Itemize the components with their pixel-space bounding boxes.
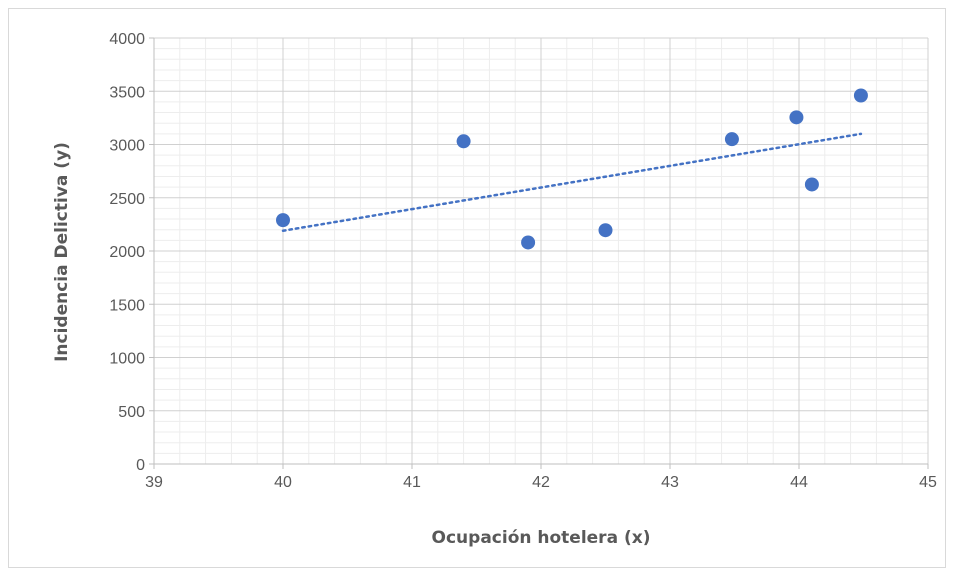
x-tick-label: 43 bbox=[661, 474, 679, 491]
scatter-point bbox=[724, 132, 739, 147]
x-tick-label: 45 bbox=[919, 474, 937, 491]
y-tick-label: 1500 bbox=[109, 297, 145, 314]
x-axis-title: Ocupación hotelera (x) bbox=[432, 528, 651, 548]
x-tick-label: 39 bbox=[145, 474, 163, 491]
trendline-group bbox=[281, 132, 863, 233]
x-tick-label: 42 bbox=[532, 474, 550, 491]
y-tick-label: 1000 bbox=[109, 351, 145, 368]
scatter-point bbox=[598, 223, 613, 238]
y-tick-label: 500 bbox=[118, 404, 145, 421]
x-tick-label: 44 bbox=[790, 474, 808, 491]
scatter-point bbox=[456, 134, 471, 149]
axes bbox=[149, 37, 929, 469]
y-tick-label: 3500 bbox=[109, 84, 145, 101]
scatter-point bbox=[789, 110, 804, 125]
scatter-point bbox=[853, 88, 868, 103]
chart-area bbox=[8, 8, 946, 568]
y-tick-label: 2000 bbox=[109, 244, 145, 261]
y-axis-tick-labels: 0 500 1000 1500 2000 2500 3000 3500 4000 bbox=[109, 31, 145, 474]
scatter-point bbox=[521, 235, 536, 250]
scatter-point bbox=[804, 177, 819, 192]
y-axis-title: Incidencia Delictiva (y) bbox=[52, 142, 72, 362]
data-points bbox=[276, 88, 868, 250]
y-tick-label: 3000 bbox=[109, 138, 145, 155]
y-tick-label: 4000 bbox=[109, 31, 145, 48]
y-tick-label: 2500 bbox=[109, 191, 145, 208]
y-tick-label: 0 bbox=[136, 457, 145, 474]
scatter-point bbox=[276, 213, 290, 228]
x-tick-label: 41 bbox=[403, 474, 421, 491]
x-axis-tick-labels: 39 40 41 42 43 44 45 bbox=[145, 474, 937, 491]
x-tick-label: 40 bbox=[274, 474, 292, 491]
linear-trendline bbox=[281, 132, 863, 233]
